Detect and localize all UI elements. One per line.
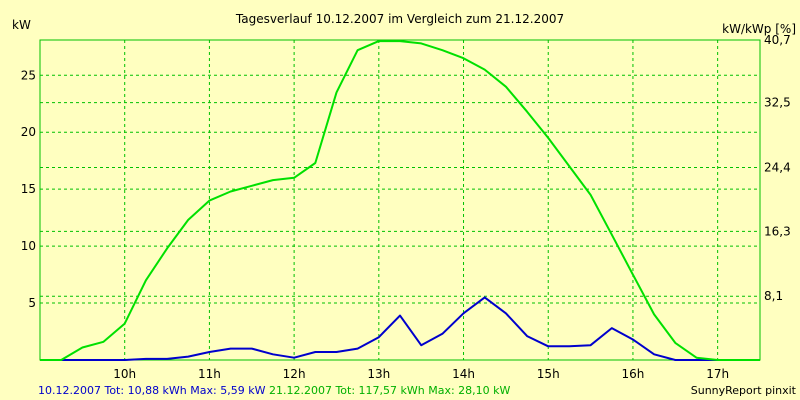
x-tick-0: 10h [113,367,136,381]
y-tick-left-2: 15 [21,182,36,196]
series-line-1 [40,40,760,361]
y-tick-right-3: 32,5 [764,96,791,110]
y-ticks-right: 8,1 16,3 24,4 32,5 40,7 [764,33,791,303]
footer-summary: 10.12.2007 Tot: 10,88 kWh Max: 5,59 kW 2… [38,384,511,397]
footer-summary-0: 10.12.2007 Tot: 10,88 kWh Max: 5,59 kW [38,384,266,397]
x-tick-7: 17h [706,367,729,381]
y-tick-right-4: 40,7 [764,33,791,47]
x-tick-1: 11h [198,367,221,381]
y-axis-label-right: kW/kWp [%] [722,22,796,36]
y-tick-left-0: 5 [28,296,36,310]
x-tick-6: 16h [622,367,645,381]
plot-frame [39,39,761,361]
y-tick-left-4: 25 [21,68,36,82]
y-ticks-left: 5 10 15 20 25 [21,68,36,310]
y-tick-right-0: 8,1 [764,289,783,303]
y-tick-left-1: 10 [21,239,36,253]
y-tick-right-1: 16,3 [764,224,791,238]
x-tick-2: 12h [283,367,306,381]
footer-summary-1: 21.12.2007 Tot: 117,57 kWh Max: 28,10 kW [265,384,510,397]
series-line-0 [40,296,760,361]
series [40,40,760,361]
chart-title: Tagesverlauf 10.12.2007 im Vergleich zum… [235,12,564,26]
footer-credit: SunnyReport pinxit [691,384,797,397]
x-ticks: 10h 11h 12h 13h 14h 15h 16h 17h [113,367,729,381]
y-tick-right-2: 24,4 [764,161,791,175]
x-tick-3: 13h [367,367,390,381]
x-tick-4: 14h [452,367,475,381]
y-axis-label-left: kW [12,18,31,32]
x-tick-5: 15h [537,367,560,381]
y-tick-left-3: 20 [21,125,36,139]
